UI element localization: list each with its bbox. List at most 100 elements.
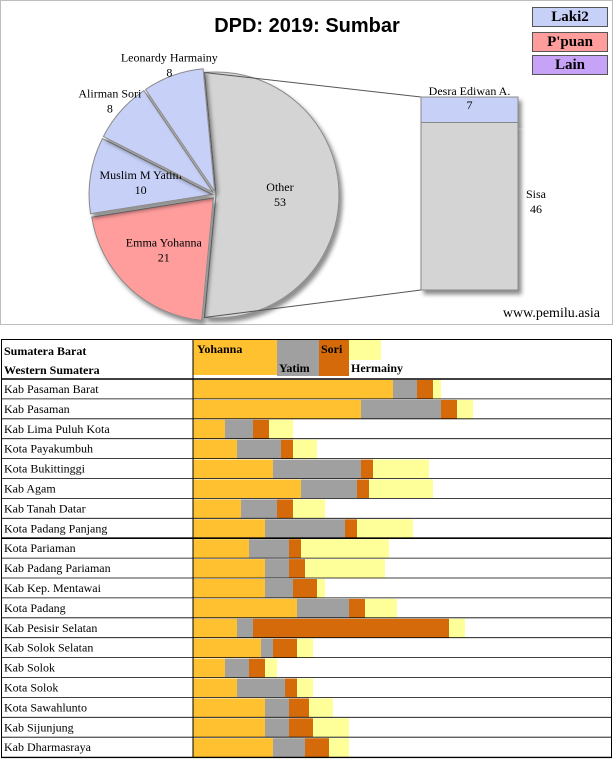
bar-kab-solok-yohanna: [193, 658, 225, 678]
row-label-kab-pesisir-selatan: Kab Pesisir Selatan: [4, 621, 97, 635]
pie-value-emma-yohanna: 21: [158, 251, 170, 265]
bar-kota-sawahlunto-yatim: [265, 698, 289, 718]
pie-slice-alirman-sori: [102, 89, 214, 193]
row-label-kota-payakumbuh: Kota Payakumbuh: [4, 442, 93, 456]
row-label-kota-sawahlunto: Kota Sawahlunto: [4, 700, 87, 714]
connector-bottom: [204, 289, 422, 318]
bar-kota-sawahlunto-yohanna: [193, 698, 265, 718]
bar-kota-pariaman-sori: [289, 539, 301, 559]
breakout-value-sisa: 46: [530, 202, 542, 216]
bar-kab-solok-selatan-hermainy: [297, 638, 313, 658]
bar-kota-pariaman-yatim: [249, 539, 289, 559]
legend-swatch-yohanna: [193, 340, 277, 375]
bar-kab-pasaman-barat-hermainy: [433, 380, 441, 399]
row-label-kab-dharmasraya: Kab Dharmasraya: [4, 740, 92, 754]
bar-kota-sawahlunto-sori: [289, 698, 309, 718]
row-label-kab-agam: Kab Agam: [4, 482, 56, 496]
watermark: www.pemilu.asia: [503, 306, 601, 321]
bar-kota-pariaman-yohanna: [193, 539, 249, 559]
bar-kab-pasaman-sori: [441, 399, 457, 419]
row-label-kota-solok: Kota Solok: [4, 681, 58, 695]
bar-kab-lima-puluh-kota-sori: [253, 419, 269, 439]
row-label-kota-padang-panjang: Kota Padang Panjang: [4, 521, 107, 535]
legend-swatch-hermainy: [349, 340, 381, 360]
bar-kota-payakumbuh-sori: [281, 439, 293, 459]
bar-kota-solok-yohanna: [193, 678, 237, 698]
pie-label-leonardy-harmainy: Leonardy Harmainy: [121, 50, 218, 64]
legend-label-sori: Sori: [321, 342, 343, 356]
bar-kab-kep-mentawai-yohanna: [193, 579, 265, 598]
bar-kab-sijunjung-yatim: [265, 718, 289, 738]
pie-value-alirman-sori: 8: [107, 101, 113, 115]
row-label-kab-pasaman-barat: Kab Pasaman Barat: [4, 382, 99, 396]
bar-kab-solok-sori: [249, 658, 265, 678]
legend-lain: Lain: [532, 55, 608, 75]
legend-swatch-sori: [319, 340, 349, 376]
bar-kab-dharmasraya-yohanna: [193, 738, 273, 758]
bar-kota-payakumbuh-hermainy: [293, 439, 317, 459]
bar-kota-solok-sori: [285, 678, 297, 698]
pie-label-alirman-sori: Alirman Sori: [78, 86, 142, 100]
bar-kab-lima-puluh-kota-yohanna: [193, 419, 225, 439]
bar-kab-kep-mentawai-hermainy: [317, 579, 325, 598]
row-label-kota-pariaman: Kota Pariaman: [4, 541, 76, 555]
bar-kota-solok-yatim: [237, 678, 285, 698]
row-label-kab-tanah-datar: Kab Tanah Datar: [4, 501, 86, 515]
bar-kab-solok-selatan-yatim: [261, 638, 273, 658]
bar-kota-sawahlunto-hermainy: [309, 698, 333, 718]
legend-ppuan: P'puan: [532, 32, 608, 52]
breakout-value-desra-ediwan-a: 7: [467, 98, 473, 112]
bar-kab-agam-sori: [357, 479, 369, 499]
pie-chart-panel: DPD: 2019: Sumbar www.pemilu.asia Other5…: [0, 0, 613, 325]
bar-kab-pesisir-selatan-yatim: [237, 618, 253, 638]
bar-kota-padang-panjang-sori: [345, 519, 357, 539]
bar-kab-kep-mentawai-yatim: [265, 579, 293, 598]
table-border: [1, 339, 612, 759]
bar-kab-dharmasraya-hermainy: [329, 738, 349, 758]
bar-kab-sijunjung-sori: [289, 718, 313, 738]
region-stacked-bar-table: Sumatera Barat Western Sumatera Yohanna Yat…: [1, 339, 612, 759]
row-label-kab-kep-mentawai: Kab Kep. Mentawai: [4, 581, 102, 595]
row-label-kota-padang: Kota Padang: [4, 601, 66, 615]
legend-swatch-yatim: [277, 340, 319, 376]
breakout-label-desra-ediwan-a: Desra Ediwan A.: [429, 84, 511, 98]
bar-kota-payakumbuh-yatim: [237, 439, 281, 459]
row-label-kab-solok: Kab Solok: [4, 661, 55, 675]
bar-kab-pesisir-selatan-sori: [253, 618, 449, 638]
bar-kab-pasaman-barat-sori: [417, 380, 433, 399]
bar-kab-pasaman-barat-yohanna: [193, 380, 393, 399]
bar-kota-padang-yatim: [297, 598, 349, 618]
bar-kab-padang-pariaman-hermainy: [305, 559, 385, 578]
bar-kota-padang-panjang-yatim: [265, 519, 345, 539]
bar-kab-pasaman-yatim: [361, 399, 441, 419]
bar-kab-pesisir-selatan-hermainy: [449, 618, 465, 638]
bar-kab-tanah-datar-yatim: [241, 499, 277, 519]
bar-kab-agam-yohanna: [193, 479, 301, 499]
legend-laki2: Laki2: [532, 7, 608, 27]
bar-kota-padang-panjang-yohanna: [193, 519, 265, 539]
row-label-kab-sijunjung: Kab Sijunjung: [4, 720, 74, 734]
bar-kota-padang-yohanna: [193, 598, 297, 618]
bar-kab-pasaman-yohanna: [193, 399, 361, 419]
bar-kab-solok-selatan-sori: [273, 638, 297, 658]
bar-kota-solok-hermainy: [297, 678, 313, 698]
bar-kab-lima-puluh-kota-hermainy: [269, 419, 293, 439]
row-label-kab-solok-selatan: Kab Solok Selatan: [4, 641, 93, 655]
bar-kab-sijunjung-yohanna: [193, 718, 265, 738]
pie-slice-leonardy-harmainy: [144, 68, 216, 192]
row-label-kab-lima-puluh-kota: Kab Lima Puluh Kota: [4, 422, 110, 436]
bar-kota-bukittinggi-yatim: [273, 459, 361, 479]
bar-kab-padang-pariaman-sori: [289, 559, 305, 578]
bar-kota-payakumbuh-yohanna: [193, 439, 237, 459]
table-header-line1: Sumatera Barat: [4, 344, 86, 358]
pie-value-leonardy-harmainy: 8: [166, 65, 172, 79]
bar-kab-kep-mentawai-sori: [293, 579, 317, 598]
pie-value-muslim-m-yatim: 10: [135, 183, 147, 197]
bar-kab-lima-puluh-kota-yatim: [225, 419, 253, 439]
bar-kab-padang-pariaman-yatim: [265, 559, 289, 578]
bar-kota-bukittinggi-sori: [361, 459, 373, 479]
bar-kab-solok-selatan-yohanna: [193, 638, 261, 658]
bar-kab-pasaman-barat-yatim: [393, 380, 417, 399]
connector-top: [204, 72, 422, 98]
